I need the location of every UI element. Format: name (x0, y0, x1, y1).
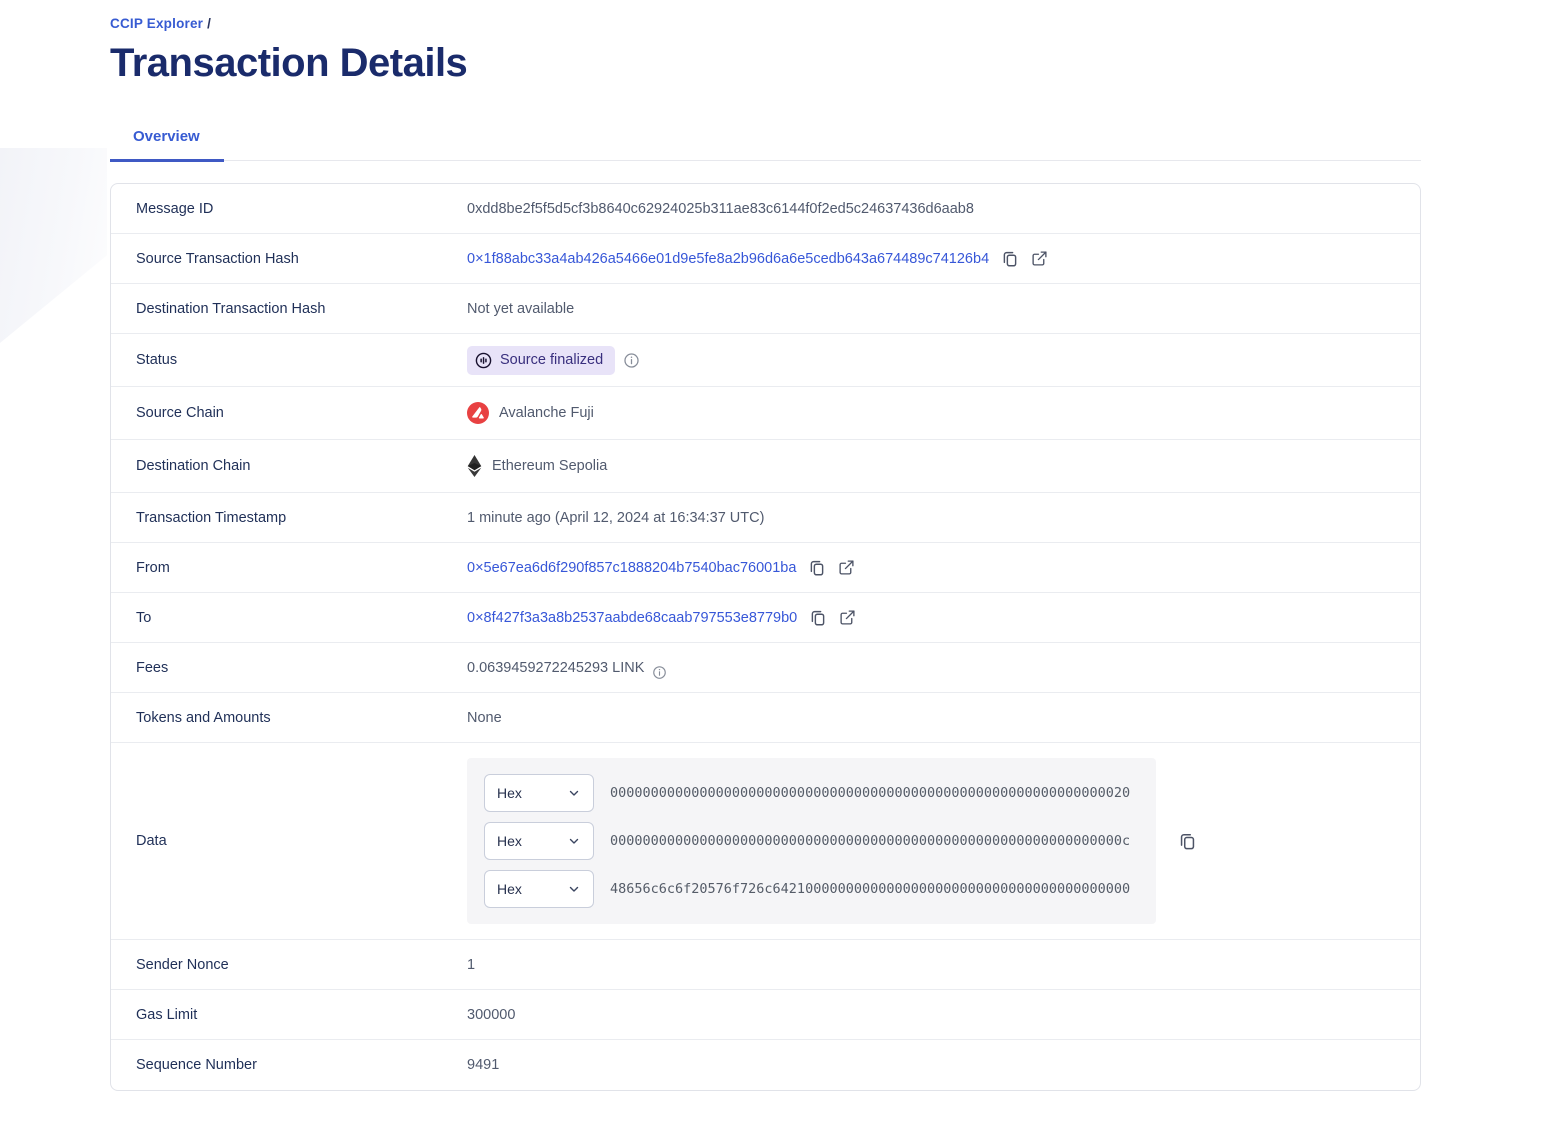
copy-icon[interactable] (1001, 250, 1019, 268)
table-row-from: From 0×5e67ea6d6f290f857c1888204b7540bac… (111, 543, 1420, 593)
breadcrumb-ccip-explorer-link[interactable]: CCIP Explorer (110, 16, 204, 31)
table-row-dest-tx-hash: Destination Transaction Hash Not yet ava… (111, 284, 1420, 334)
copy-icon[interactable] (809, 609, 827, 627)
row-label: Message ID (136, 200, 214, 217)
row-label: Source Transaction Hash (136, 250, 299, 267)
row-label: Status (136, 352, 178, 368)
table-row-status: Status Source finalized (111, 334, 1420, 387)
row-label: Destination Transaction Hash (136, 300, 326, 317)
data-format-select[interactable]: Hex (484, 822, 594, 860)
transaction-details-card: Message ID 0xdd8be2f5f5d5cf3b8640c629240… (110, 183, 1421, 1091)
data-hex-line: Hex 000000000000000000000000000000000000… (484, 822, 1140, 860)
row-label: From (136, 559, 170, 576)
table-row-source-tx-hash: Source Transaction Hash 0×1f88abc33a4ab4… (111, 234, 1420, 284)
chevron-down-icon (567, 786, 581, 800)
table-row-dest-chain: Destination Chain Ethereum Sepolia (111, 440, 1420, 493)
dest-tx-hash-value: Not yet available (467, 300, 575, 317)
data-hex-panel: Hex 000000000000000000000000000000000000… (467, 758, 1156, 924)
sequence-number-value: 9491 (467, 1057, 500, 1073)
tab-overview[interactable]: Overview (110, 128, 224, 162)
table-row-message-id: Message ID 0xdd8be2f5f5d5cf3b8640c629240… (111, 184, 1420, 234)
row-label: Fees (136, 659, 169, 676)
data-format-select[interactable]: Hex (484, 870, 594, 908)
external-link-icon[interactable] (1031, 250, 1048, 267)
row-label: Gas Limit (136, 1006, 198, 1023)
source-tx-hash-link[interactable]: 0×1f88abc33a4ab426a5466e01d9e5fe8a2b96d6… (467, 250, 990, 267)
table-row-fees: Fees 0.0639459272245293 LINK (111, 643, 1420, 693)
data-format-select[interactable]: Hex (484, 774, 594, 812)
row-label: Source Chain (136, 405, 224, 421)
data-format-select-value: Hex (497, 785, 522, 801)
to-address-link[interactable]: 0×8f427f3a3a8b2537aabde68caab797553e8779… (467, 609, 798, 626)
table-row-data: Data Hex 0000000000000000000000000000000… (111, 743, 1420, 940)
table-row-to: To 0×8f427f3a3a8b2537aabde68caab797553e8… (111, 593, 1420, 643)
data-hex-line: Hex 48656c6c6f20576f726c6421000000000000… (484, 870, 1140, 908)
message-id-value: 0xdd8be2f5f5d5cf3b8640c62924025b311ae83c… (467, 200, 974, 217)
from-address-link[interactable]: 0×5e67ea6d6f290f857c1888204b7540bac76001… (467, 559, 797, 576)
data-hex-value: 48656c6c6f20576f726c64210000000000000000… (610, 881, 1131, 897)
row-label: Sender Nonce (136, 956, 229, 973)
ethereum-logo (467, 455, 482, 477)
row-label: Tokens and Amounts (136, 709, 271, 726)
page-content: CCIP Explorer / Transaction Details Overv… (110, 0, 1421, 1091)
page-title: Transaction Details (110, 41, 468, 85)
table-row-tokens: Tokens and Amounts None (111, 693, 1420, 743)
external-link-icon[interactable] (838, 559, 855, 576)
gas-limit-value: 300000 (467, 1006, 516, 1023)
external-link-icon[interactable] (839, 609, 856, 626)
data-format-select-value: Hex (497, 833, 522, 849)
info-icon[interactable] (652, 665, 667, 680)
copy-icon[interactable] (808, 559, 826, 577)
table-row-gas-limit: Gas Limit 300000 (111, 990, 1420, 1040)
breadcrumb-separator: / (207, 16, 212, 31)
status-badge: Source finalized (467, 345, 616, 375)
data-hex-value: 0000000000000000000000000000000000000000… (610, 785, 1131, 801)
tokens-value: None (467, 709, 502, 726)
row-label: Data (136, 833, 167, 849)
row-label: Transaction Timestamp (136, 509, 287, 526)
table-row-sequence-number: Sequence Number 9491 (111, 1040, 1420, 1090)
background-decoration (0, 148, 107, 343)
info-icon[interactable] (623, 352, 640, 369)
fees-value: 0.0639459272245293 LINK (467, 659, 645, 676)
timestamp-value: 1 minute ago (April 12, 2024 at 16:34:37… (467, 509, 765, 526)
table-row-timestamp: Transaction Timestamp 1 minute ago (Apri… (111, 493, 1420, 543)
status-badge-label: Source finalized (500, 352, 604, 368)
copy-icon[interactable] (1178, 832, 1197, 851)
data-format-select-value: Hex (497, 881, 522, 897)
dest-chain-name: Ethereum Sepolia (492, 458, 608, 474)
table-row-sender-nonce: Sender Nonce 1 (111, 940, 1420, 990)
row-label: To (136, 609, 152, 626)
data-hex-value: 0000000000000000000000000000000000000000… (610, 833, 1131, 849)
data-hex-line: Hex 000000000000000000000000000000000000… (484, 774, 1140, 812)
chevron-down-icon (567, 882, 581, 896)
progress-circle-icon (475, 352, 492, 369)
row-label: Sequence Number (136, 1057, 257, 1073)
tab-bar: Overview (110, 128, 1421, 162)
breadcrumb: CCIP Explorer / (110, 16, 1421, 31)
avalanche-logo (467, 402, 489, 424)
table-row-source-chain: Source Chain Avalanche Fuji (111, 387, 1420, 440)
row-label: Destination Chain (136, 458, 251, 474)
chevron-down-icon (567, 834, 581, 848)
source-chain-name: Avalanche Fuji (499, 405, 594, 421)
sender-nonce-value: 1 (467, 956, 476, 973)
